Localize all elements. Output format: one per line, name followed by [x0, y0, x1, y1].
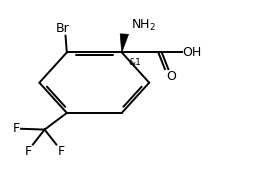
Text: &1: &1: [128, 58, 141, 67]
Text: F: F: [58, 145, 65, 158]
Text: F: F: [13, 122, 20, 135]
Polygon shape: [120, 34, 128, 52]
Text: OH: OH: [182, 46, 202, 59]
Text: NH$_2$: NH$_2$: [131, 18, 156, 33]
Text: F: F: [24, 145, 32, 158]
Text: Br: Br: [56, 22, 70, 35]
Text: O: O: [166, 70, 176, 83]
